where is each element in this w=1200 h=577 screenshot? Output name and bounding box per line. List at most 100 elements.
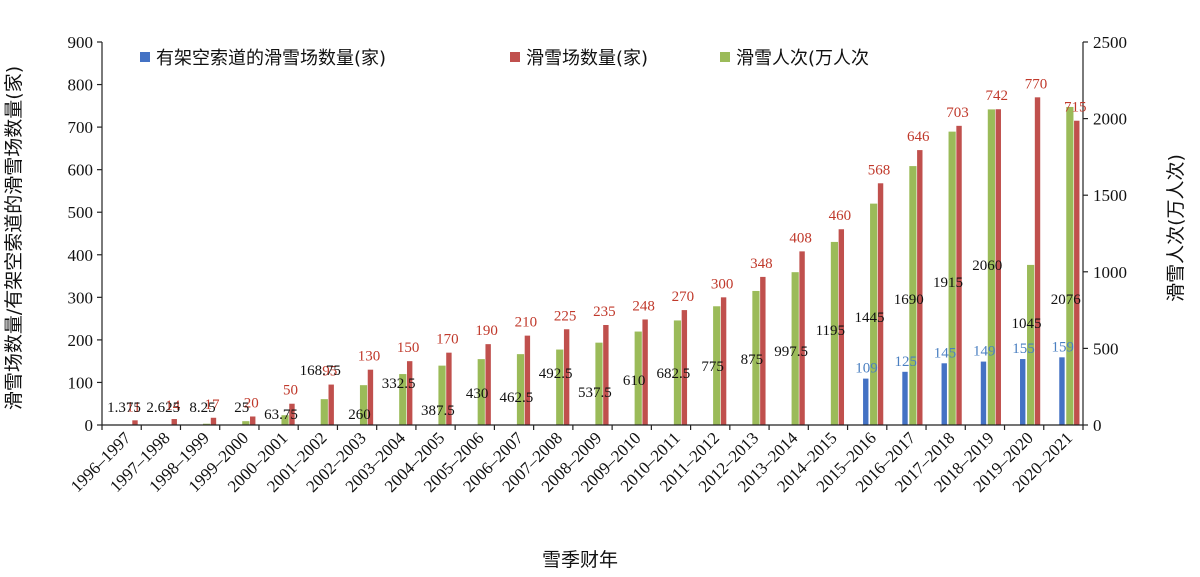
legend-swatch xyxy=(140,52,150,62)
right-tick-label: 1500 xyxy=(1093,186,1127,205)
left-tick-label: 200 xyxy=(68,331,94,350)
left-tick-label: 400 xyxy=(68,246,94,265)
left-tick-label: 100 xyxy=(68,373,94,392)
label-skier-visits: 1195 xyxy=(816,323,845,339)
bar-ski-resorts xyxy=(603,324,609,425)
label-ski-resorts: 50 xyxy=(283,383,298,399)
bar-skier-visits xyxy=(948,131,956,425)
bar-skier-visits xyxy=(987,109,995,426)
bar-skier-visits xyxy=(830,241,839,425)
left-tick-label: 800 xyxy=(68,76,94,95)
legend: 有架空索道的滑雪场数量(家) 滑雪场数量(家) 滑雪人次(万人次 xyxy=(140,48,869,69)
legend-label: 有架空索道的滑雪场数量(家) xyxy=(156,48,386,69)
label-skier-visits: 1445 xyxy=(855,310,885,326)
label-ski-resorts: 190 xyxy=(475,323,498,339)
label-skier-visits: 1.375 xyxy=(107,400,141,416)
bar-ski-resorts xyxy=(760,276,766,425)
bar-skier-visits xyxy=(673,320,682,425)
label-ski-resorts: 210 xyxy=(515,315,538,331)
label-ski-resorts: 646 xyxy=(907,129,930,145)
label-skier-visits: 332.5 xyxy=(382,376,416,392)
label-skier-visits: 2060 xyxy=(972,258,1002,274)
label-ski-resorts: 14 xyxy=(165,398,181,414)
bar-ski-resorts xyxy=(720,297,727,425)
bar-ski-resorts xyxy=(1034,97,1041,426)
bar-skier-visits xyxy=(1027,264,1035,425)
label-overhead-ropeway-resorts: 149 xyxy=(973,344,996,360)
label-ski-resorts: 170 xyxy=(436,332,459,348)
bar-skier-visits xyxy=(516,354,525,425)
bar-ski-resorts xyxy=(171,419,177,425)
bar-skier-visits xyxy=(909,166,917,426)
bar-skier-visits xyxy=(634,331,642,425)
y-axis-left-title: 滑雪场数量/有架空索道的滑雪场数量(家) xyxy=(3,66,25,410)
bar-ski-resorts xyxy=(132,420,138,425)
bar-ski-resorts xyxy=(956,125,962,425)
left-tick-label: 0 xyxy=(85,416,94,435)
label-ski-resorts: 770 xyxy=(1025,76,1048,92)
label-ski-resorts: 150 xyxy=(397,340,420,356)
label-skier-visits: 260 xyxy=(348,407,371,423)
right-y-axis: 0 500 1000 1500 2000 2500 xyxy=(1082,33,1127,435)
label-overhead-ropeway-resorts: 109 xyxy=(855,361,878,377)
label-skier-visits: 1045 xyxy=(1012,316,1042,332)
bar-ski-resorts xyxy=(250,416,256,425)
label-ski-resorts: 742 xyxy=(986,88,1009,104)
bar-overhead-ropeway-resorts xyxy=(902,371,908,425)
bars-group xyxy=(124,97,1080,426)
bar-skier-visits xyxy=(281,415,289,425)
legend-label: 滑雪场数量(家) xyxy=(526,48,648,69)
bar-skier-visits xyxy=(556,349,564,425)
label-skier-visits: 8.25 xyxy=(189,400,215,416)
label-skier-visits: 2076 xyxy=(1051,292,1082,308)
label-skier-visits: 2.625 xyxy=(146,400,180,416)
label-skier-visits: 1915 xyxy=(933,275,963,291)
bar-ski-resorts xyxy=(838,229,845,425)
label-skier-visits: 168.75 xyxy=(300,363,341,379)
label-skier-visits: 997.5 xyxy=(774,344,808,360)
label-overhead-ropeway-resorts: 155 xyxy=(1012,341,1035,357)
bar-skier-visits xyxy=(752,290,760,425)
right-tick-label: 2500 xyxy=(1093,33,1127,52)
legend-swatch xyxy=(510,52,520,62)
bar-overhead-ropeway-resorts xyxy=(941,363,947,425)
label-skier-visits: 63.75 xyxy=(264,407,298,423)
bar-ski-resorts xyxy=(917,150,923,425)
label-skier-visits: 875 xyxy=(741,352,764,368)
bar-overhead-ropeway-resorts xyxy=(1059,357,1065,425)
bar-skier-visits xyxy=(1066,106,1074,426)
bar-ski-resorts xyxy=(446,352,452,425)
label-skier-visits: 25 xyxy=(234,400,249,416)
label-skier-visits: 462.5 xyxy=(500,390,534,406)
label-ski-resorts: 270 xyxy=(672,289,695,305)
x-axis: 1996–19971997–19981998–19991999–20002000… xyxy=(67,424,1084,496)
bar-skier-visits xyxy=(438,365,446,425)
label-skier-visits: 775 xyxy=(701,359,724,375)
label-ski-resorts: 300 xyxy=(711,276,734,292)
legend-swatch xyxy=(720,52,730,62)
label-overhead-ropeway-resorts: 125 xyxy=(895,354,918,370)
label-ski-resorts: 568 xyxy=(868,162,891,178)
label-skier-visits: 430 xyxy=(466,386,489,402)
bar-overhead-ropeway-resorts xyxy=(980,361,987,425)
x-axis-title: 雪季财年 xyxy=(542,549,618,571)
label-ski-resorts: 703 xyxy=(946,105,969,121)
label-ski-resorts: 225 xyxy=(554,308,577,324)
bar-ski-resorts xyxy=(799,251,805,425)
bar-skier-visits xyxy=(242,421,250,425)
label-overhead-ropeway-resorts: 145 xyxy=(934,345,957,361)
label-skier-visits: 682.5 xyxy=(656,366,690,382)
label-ski-resorts: 95 xyxy=(322,364,337,380)
bar-skier-visits xyxy=(870,203,878,425)
right-tick-label: 500 xyxy=(1093,339,1119,358)
left-tick-label: 900 xyxy=(68,33,94,52)
label-ski-resorts: 17 xyxy=(204,397,220,413)
legend-label: 滑雪人次(万人次 xyxy=(736,48,869,69)
bar-ski-resorts xyxy=(642,319,648,425)
bar-ski-resorts xyxy=(681,310,688,425)
bar-skier-visits xyxy=(595,342,603,425)
bar-ski-resorts xyxy=(289,403,295,425)
label-ski-resorts: 460 xyxy=(829,208,852,224)
